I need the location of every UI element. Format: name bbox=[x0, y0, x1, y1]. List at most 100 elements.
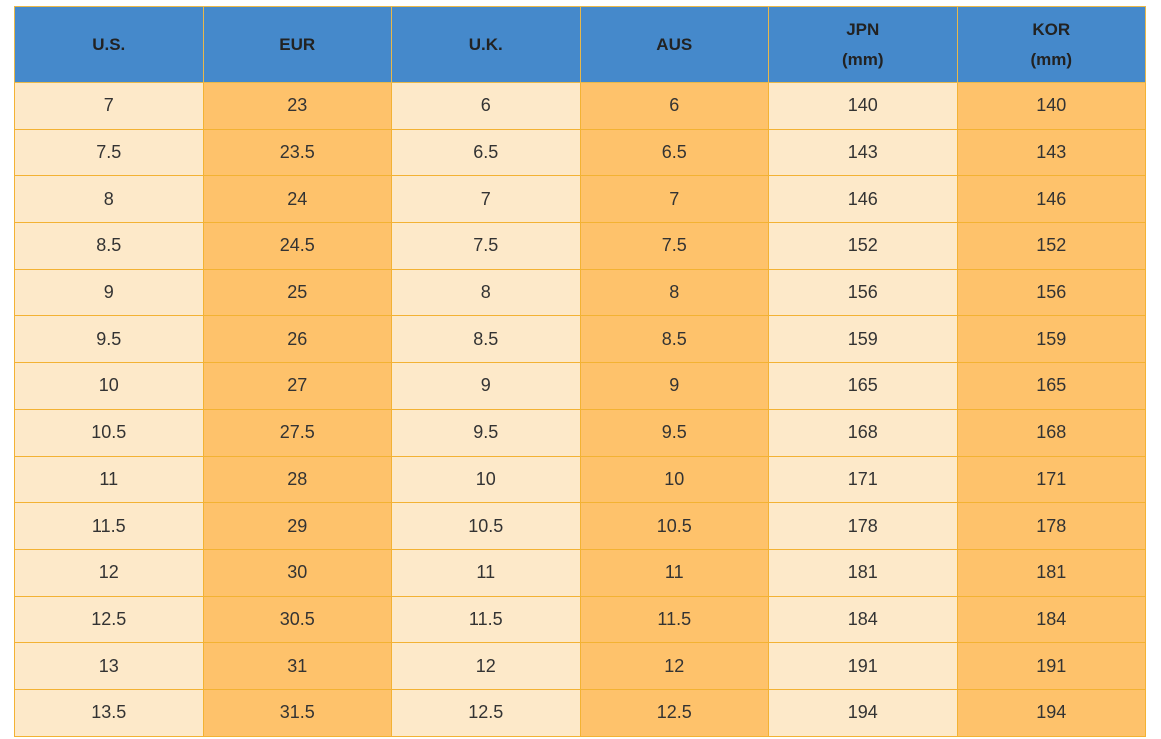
table-cell: 30.5 bbox=[202, 595, 392, 644]
table-cell: 7.5 bbox=[579, 222, 769, 270]
table-cell: 184 bbox=[956, 595, 1146, 644]
table-body: 7 23 6 6 140 140 7.5 23.5 6.5 6.5 143 143 8 24 7 7 146 14… bbox=[14, 82, 1146, 737]
table-cell: 7 bbox=[14, 82, 204, 130]
header-cell: U.S. bbox=[14, 6, 204, 83]
table-cell: 10 bbox=[579, 455, 769, 504]
table-cell: 8.5 bbox=[579, 315, 769, 364]
table-cell: 9 bbox=[579, 362, 769, 410]
table-cell: 10.5 bbox=[391, 502, 581, 550]
table-cell: 184 bbox=[768, 595, 958, 644]
table-cell: 143 bbox=[768, 128, 958, 177]
header-cell: AUS bbox=[579, 6, 769, 83]
table-cell: 11 bbox=[391, 548, 581, 597]
table-cell: 6 bbox=[579, 82, 769, 130]
table-row: 7 23 6 6 140 140 bbox=[14, 82, 1146, 130]
table-cell: 168 bbox=[956, 408, 1146, 457]
table-cell: 24.5 bbox=[202, 222, 392, 270]
table-cell: 6.5 bbox=[391, 128, 581, 177]
table-cell: 12.5 bbox=[579, 688, 769, 737]
table-cell: 8 bbox=[14, 175, 204, 224]
size-table: U.S. EUR U.K. AUS JPN (mm) KOR (mm) 7 23 6 6 140 1… bbox=[14, 6, 1146, 737]
table-cell: 10.5 bbox=[14, 408, 204, 457]
header-cell: JPN (mm) bbox=[768, 6, 958, 83]
table-cell: 11 bbox=[14, 455, 204, 504]
table-cell: 159 bbox=[768, 315, 958, 364]
table-cell: 13 bbox=[14, 642, 204, 690]
table-cell: 178 bbox=[768, 502, 958, 550]
table-cell: 9.5 bbox=[391, 408, 581, 457]
table-cell: 8.5 bbox=[14, 222, 204, 270]
table-cell: 26 bbox=[202, 315, 392, 364]
table-cell: 146 bbox=[956, 175, 1146, 224]
table-cell: 8 bbox=[391, 268, 581, 317]
table-cell: 12.5 bbox=[14, 595, 204, 644]
table-cell: 13.5 bbox=[14, 688, 204, 737]
header-cell: EUR bbox=[202, 6, 392, 83]
table-cell: 10 bbox=[391, 455, 581, 504]
table-row: 7.5 23.5 6.5 6.5 143 143 bbox=[14, 128, 1146, 177]
table-cell: 9 bbox=[391, 362, 581, 410]
table-cell: 27.5 bbox=[202, 408, 392, 457]
table-row: 9 25 8 8 156 156 bbox=[14, 268, 1146, 317]
table-cell: 11.5 bbox=[14, 502, 204, 550]
table-cell: 9 bbox=[14, 268, 204, 317]
table-cell: 165 bbox=[956, 362, 1146, 410]
header-cell: KOR (mm) bbox=[956, 6, 1146, 83]
table-row: 10 27 9 9 165 165 bbox=[14, 362, 1146, 410]
table-cell: 31.5 bbox=[202, 688, 392, 737]
table-cell: 146 bbox=[768, 175, 958, 224]
table-cell: 140 bbox=[956, 82, 1146, 130]
table-cell: 9.5 bbox=[579, 408, 769, 457]
table-cell: 6 bbox=[391, 82, 581, 130]
table-cell: 7.5 bbox=[14, 128, 204, 177]
table-cell: 7 bbox=[579, 175, 769, 224]
table-cell: 171 bbox=[768, 455, 958, 504]
table-cell: 12 bbox=[391, 642, 581, 690]
table-cell: 23 bbox=[202, 82, 392, 130]
table-cell: 10.5 bbox=[579, 502, 769, 550]
table-cell: 24 bbox=[202, 175, 392, 224]
table-cell: 8.5 bbox=[391, 315, 581, 364]
table-row: 11.5 29 10.5 10.5 178 178 bbox=[14, 502, 1146, 550]
table-cell: 140 bbox=[768, 82, 958, 130]
table-cell: 23.5 bbox=[202, 128, 392, 177]
table-cell: 152 bbox=[768, 222, 958, 270]
table-cell: 10 bbox=[14, 362, 204, 410]
table-cell: 11 bbox=[579, 548, 769, 597]
table-cell: 29 bbox=[202, 502, 392, 550]
table-cell: 9.5 bbox=[14, 315, 204, 364]
header-cell: U.K. bbox=[391, 6, 581, 83]
table-cell: 181 bbox=[768, 548, 958, 597]
table-cell: 12 bbox=[579, 642, 769, 690]
table-cell: 7 bbox=[391, 175, 581, 224]
table-row: 11 28 10 10 171 171 bbox=[14, 455, 1146, 504]
table-row: 13.5 31.5 12.5 12.5 194 194 bbox=[14, 688, 1146, 737]
table-cell: 191 bbox=[956, 642, 1146, 690]
table-row: 12 30 11 11 181 181 bbox=[14, 548, 1146, 597]
table-cell: 156 bbox=[768, 268, 958, 317]
table-cell: 28 bbox=[202, 455, 392, 504]
table-cell: 30 bbox=[202, 548, 392, 597]
table-cell: 6.5 bbox=[579, 128, 769, 177]
table-row: 10.5 27.5 9.5 9.5 168 168 bbox=[14, 408, 1146, 457]
table-cell: 152 bbox=[956, 222, 1146, 270]
table-row: 13 31 12 12 191 191 bbox=[14, 642, 1146, 690]
table-cell: 12 bbox=[14, 548, 204, 597]
table-row: 9.5 26 8.5 8.5 159 159 bbox=[14, 315, 1146, 364]
table-cell: 156 bbox=[956, 268, 1146, 317]
table-row: 8.5 24.5 7.5 7.5 152 152 bbox=[14, 222, 1146, 270]
table-cell: 11.5 bbox=[391, 595, 581, 644]
table-cell: 7.5 bbox=[391, 222, 581, 270]
table-cell: 11.5 bbox=[579, 595, 769, 644]
table-cell: 8 bbox=[579, 268, 769, 317]
table-cell: 31 bbox=[202, 642, 392, 690]
table-cell: 181 bbox=[956, 548, 1146, 597]
table-cell: 12.5 bbox=[391, 688, 581, 737]
table-cell: 165 bbox=[768, 362, 958, 410]
table-cell: 191 bbox=[768, 642, 958, 690]
table-cell: 159 bbox=[956, 315, 1146, 364]
table-cell: 194 bbox=[768, 688, 958, 737]
table-cell: 143 bbox=[956, 128, 1146, 177]
table-row: 8 24 7 7 146 146 bbox=[14, 175, 1146, 224]
